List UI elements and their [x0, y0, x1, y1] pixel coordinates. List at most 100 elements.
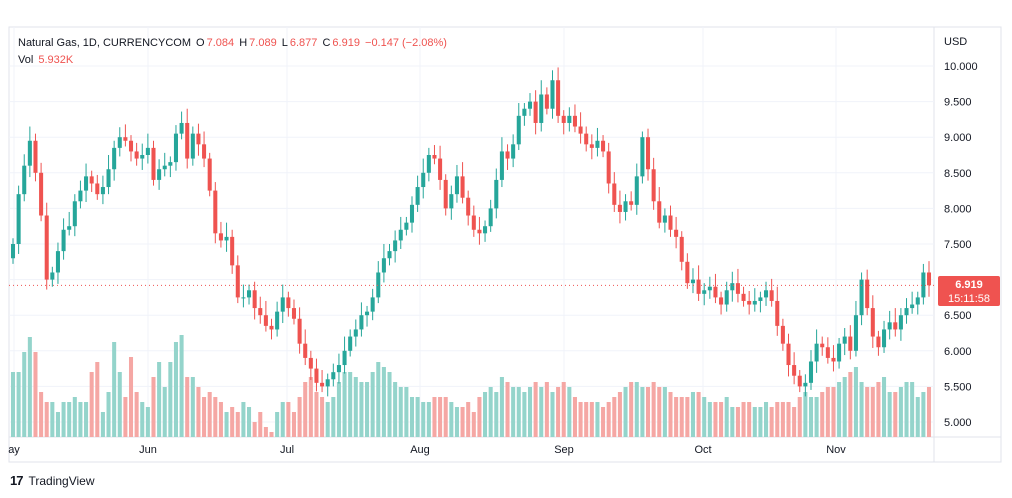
candle-body: [353, 329, 358, 337]
volume-bar: [876, 382, 881, 437]
candle-body: [679, 236, 684, 262]
volume-bar: [887, 392, 892, 437]
volume-bar: [898, 387, 903, 437]
x-tick-label: Oct: [694, 444, 711, 456]
candle-body: [825, 347, 830, 358]
candle-body: [275, 311, 280, 330]
x-tick-label: Jul: [280, 444, 294, 456]
volume-bar: [196, 387, 201, 437]
volume-bar: [893, 392, 898, 437]
tradingview-logo[interactable]: 17 TradingView: [10, 473, 95, 488]
candle-body: [668, 215, 673, 230]
legend-close-label: C: [322, 37, 331, 49]
volume-bar: [584, 402, 589, 437]
volume-bar: [870, 387, 875, 437]
candle-body: [213, 190, 218, 234]
volume-bar: [606, 402, 611, 437]
volume-bar: [713, 402, 718, 437]
legend-symbol[interactable]: Natural Gas, 1D, CURRENCYCOM: [18, 37, 191, 49]
candle-body: [84, 176, 89, 191]
volume-bar: [904, 382, 909, 437]
volume-bar: [471, 412, 476, 437]
candle-body: [218, 233, 223, 241]
volume-bar: [589, 402, 594, 437]
volume-bar: [224, 412, 229, 437]
volume-bar: [483, 392, 488, 437]
candle-body: [775, 300, 780, 326]
candle-body: [44, 215, 49, 280]
candle-body: [426, 155, 431, 173]
candle-body: [853, 315, 858, 351]
legend-volume-value: 5.932K: [38, 54, 74, 66]
volume-bar: [213, 397, 218, 437]
volume-bar: [55, 412, 60, 437]
volume-bar: [16, 372, 21, 437]
candle-body: [522, 108, 527, 116]
volume-bar: [275, 412, 280, 437]
volume-bar: [336, 382, 341, 437]
volume-bar: [792, 407, 797, 437]
volume-bar: [926, 387, 932, 437]
last-price-tag: 6.919 15:11:58: [938, 276, 1000, 306]
volume-bar: [89, 372, 94, 437]
candle-body: [106, 169, 111, 188]
legend-high-value: 7.089: [249, 37, 277, 49]
volume-bar: [443, 397, 448, 437]
candle-body: [196, 133, 201, 145]
y-tick-label: 6.000: [944, 346, 972, 358]
volume-bar: [241, 402, 246, 437]
volume-bar: [162, 387, 167, 437]
volume-bar: [668, 392, 673, 437]
candle-body: [640, 137, 645, 177]
candle-body: [561, 115, 566, 123]
volume-bar: [859, 382, 864, 437]
candle-body: [291, 308, 297, 319]
candle-body: [224, 236, 229, 241]
volume-bar: [645, 387, 651, 437]
volume-bar: [764, 402, 769, 437]
candle-body: [387, 251, 392, 259]
candle-body: [882, 329, 887, 348]
candle-body: [297, 318, 302, 344]
volume-bar: [331, 397, 336, 437]
x-tick-label: Nov: [826, 444, 846, 456]
volume-bar: [353, 377, 358, 437]
candle-body: [859, 279, 864, 316]
candle-body: [483, 226, 488, 234]
volume-bar: [269, 432, 274, 437]
volume-bar: [415, 397, 420, 437]
candle-body: [134, 151, 139, 159]
volume-bar: [235, 412, 240, 437]
candle-body: [179, 122, 184, 134]
x-tick-label: Sep: [554, 444, 574, 456]
legend-volume-label[interactable]: Vol: [18, 54, 34, 66]
candle-body: [466, 197, 471, 216]
candle-body: [724, 290, 729, 305]
brand-name: TradingView: [28, 473, 95, 488]
volume-bar: [145, 407, 150, 437]
volume-bar: [544, 382, 549, 437]
volume-bar: [640, 387, 645, 437]
candle-body: [252, 290, 257, 309]
volume-bar: [303, 382, 308, 437]
volume-bar: [567, 387, 572, 437]
candle-body: [95, 183, 100, 195]
legend-close-value: 6.919: [332, 37, 360, 49]
candle-body: [370, 297, 375, 312]
volume-bar: [50, 402, 55, 437]
currency-label: USD: [944, 36, 967, 48]
volume-bar: [747, 402, 752, 437]
volume-bar: [157, 362, 162, 437]
volume-bar: [95, 362, 100, 437]
volume-bar: [679, 397, 684, 437]
x-tick-label: Aug: [410, 444, 430, 456]
candle-body: [280, 297, 285, 312]
volume-bar: [27, 337, 32, 437]
volume-bar: [365, 382, 370, 437]
candle-body: [438, 158, 443, 180]
candle-body: [454, 176, 459, 195]
volume-bar: [674, 397, 679, 437]
candle-body: [685, 261, 690, 284]
legend-change: −0.147 (−2.08%): [365, 37, 447, 49]
